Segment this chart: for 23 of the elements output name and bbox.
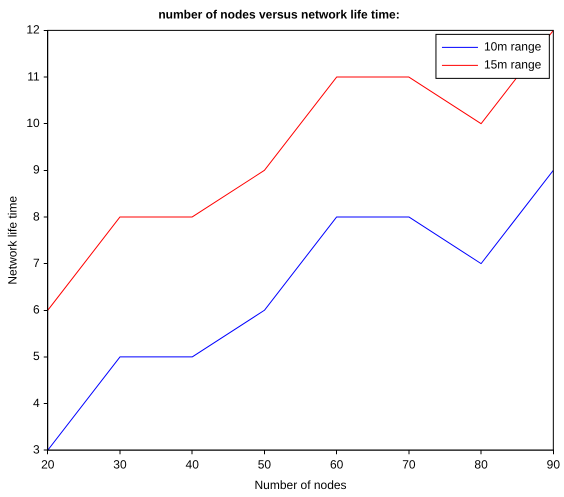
y-tick-label: 12 xyxy=(26,22,40,37)
x-tick-label: 30 xyxy=(113,458,127,472)
y-tick-label: 3 xyxy=(33,442,40,457)
legend-label: 15m range xyxy=(484,58,542,72)
x-tick-label: 60 xyxy=(330,458,344,472)
legend-label: 10m range xyxy=(484,40,542,54)
y-tick-label: 10 xyxy=(26,116,40,130)
y-tick-label: 8 xyxy=(33,209,40,224)
y-tick-label: 7 xyxy=(33,256,40,270)
x-tick-label: 90 xyxy=(546,458,560,472)
chart-title: number of nodes versus network life time: xyxy=(158,8,400,22)
x-tick-label: 50 xyxy=(258,458,272,472)
x-axis-title: Number of nodes xyxy=(254,478,347,492)
y-tick-label: 4 xyxy=(33,396,40,410)
x-tick-label: 80 xyxy=(474,458,488,472)
y-tick-label: 5 xyxy=(33,349,40,364)
x-tick-label: 40 xyxy=(186,458,200,472)
y-tick-label: 9 xyxy=(33,162,40,177)
y-axis-title: Network life time xyxy=(6,196,20,285)
y-tick-label: 11 xyxy=(27,69,40,84)
x-tick-label: 70 xyxy=(402,458,416,472)
y-tick-label: 6 xyxy=(33,302,40,317)
x-tick-label: 20 xyxy=(41,458,55,472)
